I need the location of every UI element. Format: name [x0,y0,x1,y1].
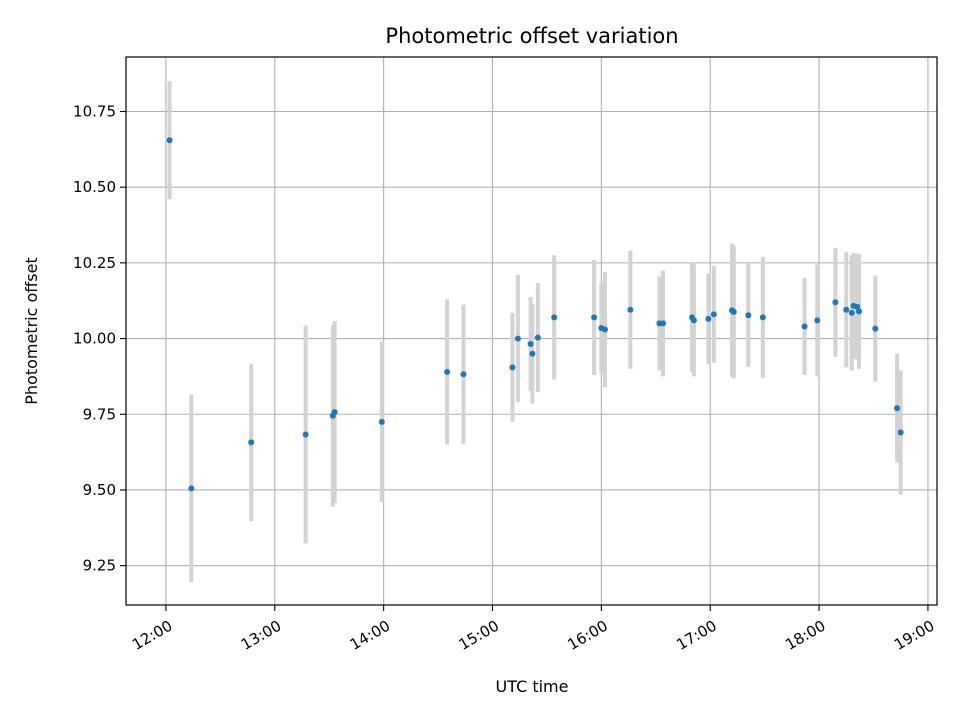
y-tick-label: 10.25 [73,254,116,272]
y-tick-label: 9.50 [83,481,116,499]
data-point [848,309,855,316]
data-point [814,317,821,324]
data-point [872,325,879,332]
data-point [509,364,516,371]
y-tick-label: 10.50 [73,178,116,196]
x-axis-label: UTC time [496,677,569,696]
data-point [897,429,904,436]
data-point [627,306,634,313]
data-point [331,409,338,416]
data-point [832,299,839,306]
grid [126,57,937,605]
data-point [534,334,541,341]
data-point [529,350,536,357]
data-point [601,326,608,333]
data-point [248,439,255,446]
data-point [514,335,521,342]
data-point [894,405,901,412]
data-point [710,311,717,318]
y-tick-label: 10.75 [73,102,116,120]
data-points [166,137,904,492]
data-point [460,371,467,378]
data-point [551,314,558,321]
data-point [759,314,766,321]
y-axis-label: Photometric offset [22,257,41,405]
data-point [855,308,862,315]
y-tick-label: 10.00 [73,330,116,348]
data-point [660,320,667,327]
y-tick-label: 9.25 [83,557,116,575]
data-point [591,314,598,321]
data-point [188,485,195,492]
data-point [854,303,861,310]
data-point [444,368,451,375]
data-point [745,312,752,319]
data-point [690,317,697,324]
plot-frame [125,56,938,606]
y-tick-label: 9.75 [83,405,116,423]
data-point [801,323,808,330]
data-point [730,308,737,315]
chart-title: Photometric offset variation [385,24,678,48]
data-point [378,418,385,425]
data-point [302,431,309,438]
data-point [527,341,534,348]
data-point [166,137,173,144]
y-axis-ticks: 9.25 9.50 9.75 10.00 10.25 10.50 10.75 [73,102,126,575]
data-point [705,315,712,322]
data-point [843,306,850,313]
